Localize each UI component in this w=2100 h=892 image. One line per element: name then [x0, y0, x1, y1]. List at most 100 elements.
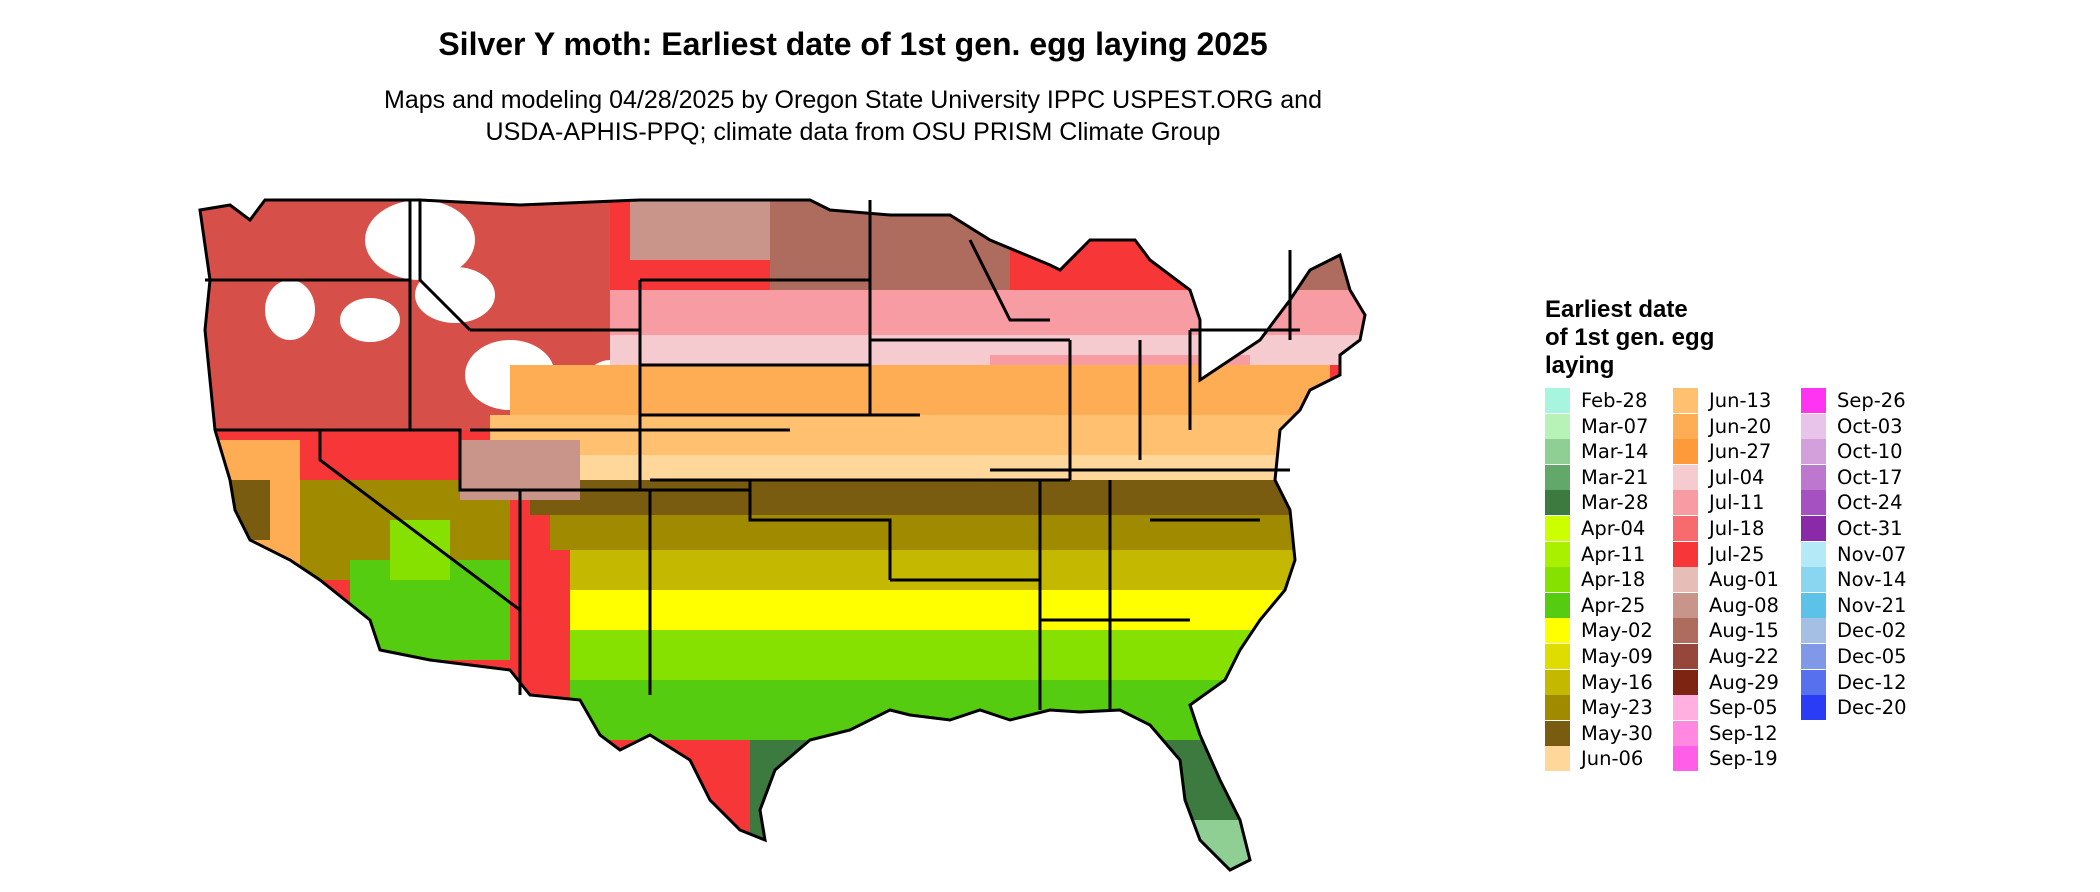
legend-swatch	[1545, 490, 1570, 516]
border-ok-tx	[748, 480, 892, 580]
band-lime	[570, 630, 1330, 680]
legend-swatch	[1673, 490, 1698, 516]
legend-swatch	[1673, 695, 1698, 721]
band-olive-dark	[530, 480, 1330, 515]
legend-item: Jul-18	[1673, 516, 1823, 541]
legend-label: Jul-25	[1709, 542, 1765, 566]
legend-label: Jul-18	[1709, 517, 1765, 540]
border-nv-ut	[410, 428, 520, 492]
legend-swatch	[1801, 490, 1826, 516]
band-pink	[610, 290, 1365, 335]
legend-item: Mar-21	[1545, 464, 1695, 490]
legend-label: Sep-19	[1709, 747, 1778, 771]
legend-title: Earliest date of 1st gen. egg laying	[1545, 296, 1805, 380]
legend-item: Nov-14	[1801, 567, 1951, 593]
band-light-orange	[490, 415, 1330, 455]
legend-label: Sep-05	[1709, 696, 1778, 720]
legend-swatch	[1673, 541, 1698, 567]
legend-swatch	[1545, 516, 1570, 541]
legend-label: Aug-15	[1709, 619, 1779, 643]
legend-swatch	[1673, 464, 1698, 490]
legend-item: Apr-11	[1545, 541, 1695, 567]
legend-swatch	[1801, 464, 1826, 490]
legend-item: May-09	[1545, 644, 1695, 669]
legend-item: Jun-13	[1673, 388, 1823, 413]
legend-item: Sep-05	[1673, 695, 1823, 721]
legend-swatch	[1801, 644, 1826, 669]
legend-item: Sep-26	[1801, 388, 1951, 413]
legend-title-line-2: of 1st gen. egg	[1545, 324, 1715, 351]
legend-swatch	[1801, 541, 1826, 567]
legend-label: Sep-26	[1837, 389, 1906, 412]
legend-swatch	[1673, 592, 1698, 618]
legend-label: Dec-02	[1837, 619, 1907, 643]
legend-swatch	[1801, 516, 1826, 541]
legend-item: Feb-28	[1545, 388, 1695, 413]
legend-item: Nov-07	[1801, 541, 1951, 567]
legend-swatch	[1801, 618, 1826, 644]
band-brown-northeast	[770, 200, 1010, 290]
legend-item: Apr-25	[1545, 592, 1695, 618]
legend-label: Aug-22	[1709, 645, 1779, 668]
legend-label: Oct-17	[1837, 465, 1903, 489]
legend-label: Mar-14	[1581, 440, 1649, 464]
legend-label: Mar-28	[1581, 491, 1649, 515]
legend-label: Jun-20	[1709, 414, 1772, 438]
legend-label: Apr-11	[1581, 542, 1646, 566]
legend-swatch	[1545, 541, 1570, 567]
legend-swatch	[1801, 388, 1826, 413]
legend-swatch	[1801, 592, 1826, 618]
legend-label: May-09	[1581, 645, 1653, 668]
legend-label: Aug-29	[1709, 670, 1779, 694]
legend-swatch	[1801, 413, 1826, 439]
legend-swatch	[1545, 669, 1570, 695]
legend-swatch	[1545, 618, 1570, 644]
legend-label: Aug-08	[1709, 593, 1779, 617]
legend-swatch	[1801, 695, 1826, 721]
legend-item: Apr-04	[1545, 516, 1695, 541]
legend-swatch	[1545, 695, 1570, 721]
band-mountain-snow-2	[340, 298, 400, 342]
legend-label: Oct-10	[1837, 440, 1903, 464]
legend-item: Aug-22	[1673, 644, 1823, 669]
legend-label: May-23	[1581, 696, 1653, 720]
legend-item: May-16	[1545, 669, 1695, 695]
legend-swatch	[1545, 720, 1570, 746]
legend-item: Dec-05	[1801, 644, 1951, 669]
band-dark-green	[750, 740, 1270, 870]
legend-label: Jun-06	[1581, 747, 1644, 771]
legend-item: Oct-03	[1801, 413, 1951, 439]
legend-item: Sep-12	[1673, 720, 1823, 746]
legend-label: Jun-13	[1709, 389, 1772, 412]
legend-swatch	[1545, 413, 1570, 439]
legend-item: May-02	[1545, 618, 1695, 644]
legend-label: Oct-24	[1837, 491, 1903, 515]
legend-swatch	[1545, 439, 1570, 465]
legend-label: May-30	[1581, 721, 1653, 745]
legend-swatch	[1673, 618, 1698, 644]
legend-item: Jul-25	[1673, 541, 1823, 567]
legend-swatch	[1673, 669, 1698, 695]
legend-title-line-1: Earliest date	[1545, 296, 1688, 323]
band-mountain-snow-6	[265, 280, 315, 340]
heat-bands	[200, 200, 1365, 870]
legend-swatch	[1673, 516, 1698, 541]
legend-label: Dec-12	[1837, 670, 1907, 694]
legend-label: Mar-07	[1581, 414, 1649, 438]
legend-item: May-23	[1545, 695, 1695, 721]
band-mountain-snow-3	[415, 267, 495, 323]
legend-item: Oct-10	[1801, 439, 1951, 465]
legend-item: Dec-02	[1801, 618, 1951, 644]
legend-label: Apr-04	[1581, 517, 1646, 540]
legend-label: Feb-28	[1581, 389, 1648, 412]
legend-label: Jul-11	[1709, 491, 1765, 515]
legend-swatch	[1545, 464, 1570, 490]
band-orange	[510, 365, 1330, 415]
band-brown-north	[630, 200, 780, 260]
legend-swatch	[1673, 720, 1698, 746]
legend-label: Jul-04	[1709, 465, 1765, 489]
legend-item: Dec-20	[1801, 695, 1951, 721]
legend-item: Oct-17	[1801, 464, 1951, 490]
legend-item: Jun-20	[1673, 413, 1823, 439]
legend-swatch	[1545, 644, 1570, 669]
